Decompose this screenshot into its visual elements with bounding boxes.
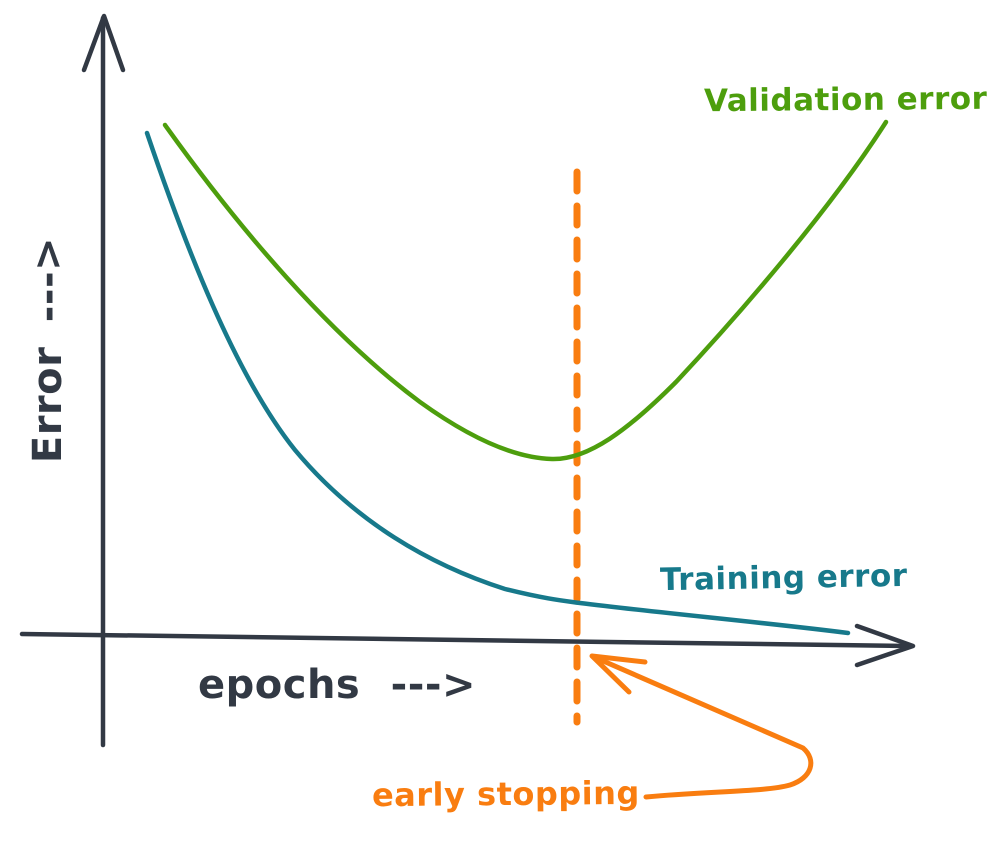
x-axis-arrowhead-icon bbox=[854, 623, 916, 668]
early-stopping-arrowhead-icon bbox=[589, 653, 648, 695]
x-axis-label: epochs ---> bbox=[198, 662, 476, 708]
validation-error-label: Validation error bbox=[703, 80, 988, 120]
training-error-curve bbox=[144, 130, 851, 636]
x-axis bbox=[19, 631, 909, 649]
y-axis-arrowhead-icon bbox=[81, 13, 126, 73]
validation-error-curve bbox=[162, 119, 889, 462]
y-axis-label: Error ---> bbox=[25, 236, 71, 464]
early-stopping-label: early stopping bbox=[371, 773, 641, 815]
training-error-label: Training error bbox=[659, 557, 908, 599]
early-stopping-arrow bbox=[591, 654, 814, 800]
